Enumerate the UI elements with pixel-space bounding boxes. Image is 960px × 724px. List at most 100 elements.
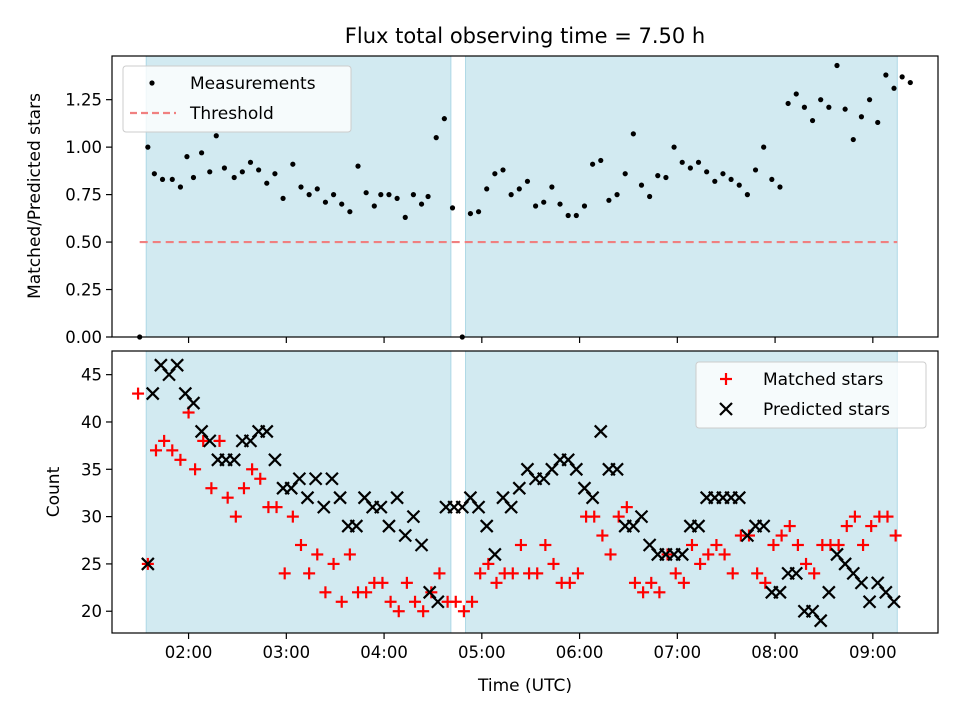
bottom-y-tick-label: 25 <box>81 555 102 574</box>
measurement-point <box>306 192 312 198</box>
predicted-star-point <box>349 519 364 533</box>
measurement-point <box>891 85 897 91</box>
matched-star-point <box>571 567 584 580</box>
measurement-point <box>809 117 816 124</box>
bottom-panel: 20 25 30 35 40 45 02:00 03:00 04:00 05:00 06:00 07:… <box>81 350 939 662</box>
predicted-star-point <box>887 594 901 609</box>
matched-star-point <box>149 444 162 457</box>
matched-star-point <box>563 576 576 589</box>
matched-star-point <box>514 538 527 551</box>
bottom-y-tick-label: 40 <box>81 413 102 432</box>
predicted-star-point <box>773 585 787 600</box>
chart-title: Flux total observing time = 7.50 h <box>345 24 705 48</box>
top-y-axis-label: Matched/Predicted stars <box>25 93 45 299</box>
predicted-star-point <box>268 453 282 467</box>
top-y-tick-label: 0.00 <box>65 328 102 347</box>
matched-star-point <box>132 387 145 400</box>
measurement-point <box>614 192 620 198</box>
predicted-star-point <box>145 386 160 401</box>
top-y-tick-label: 0.25 <box>65 281 102 300</box>
measurement-point <box>581 203 588 209</box>
matched-star-point <box>319 586 332 599</box>
predicted-star-point <box>512 481 527 495</box>
matched-star-point <box>531 567 544 580</box>
matched-star-point <box>767 538 780 551</box>
predicted-star-point <box>227 453 241 467</box>
measurement-point <box>177 184 184 190</box>
predicted-star-point <box>488 547 502 562</box>
measurement-point <box>679 159 685 165</box>
matched-star-point <box>775 529 788 542</box>
matched-star-point <box>449 595 462 608</box>
matched-star-point <box>409 595 422 608</box>
measurement-point <box>704 169 710 175</box>
matched-star-point <box>637 586 650 599</box>
matched-star-point <box>645 576 658 589</box>
predicted-star-point <box>610 462 624 477</box>
matched-star-point <box>433 567 446 580</box>
matched-star-point <box>197 434 210 447</box>
measurement-point <box>736 182 742 188</box>
measurement-point <box>524 178 531 184</box>
measurement-point <box>280 195 286 201</box>
matched-star-point <box>620 501 633 514</box>
measurement-point <box>818 97 824 103</box>
measurement-point <box>378 192 384 198</box>
measurement-point <box>638 182 645 188</box>
measurement-point <box>256 167 262 173</box>
predicted-star-point <box>569 462 584 477</box>
measurement-point <box>907 79 913 86</box>
x-tick-label: 05:00 <box>458 643 506 662</box>
matched-star-point <box>808 567 821 580</box>
matched-star-point <box>840 520 853 533</box>
predicted-star-point <box>691 519 706 533</box>
matched-star-point <box>384 595 397 608</box>
predicted-star-point <box>479 519 494 533</box>
matched-star-point <box>174 453 187 466</box>
matched-star-point <box>547 557 560 570</box>
matched-star-point <box>490 576 503 589</box>
matched-star-point <box>311 548 324 561</box>
matched-star-point <box>246 463 259 476</box>
bottom-y-tick-label: 35 <box>81 460 102 479</box>
measurement-point <box>785 100 791 107</box>
matched-star-point <box>474 567 487 580</box>
predicted-star-point <box>308 471 323 486</box>
measurement-point <box>322 199 329 205</box>
predicted-star-point <box>504 500 518 514</box>
measurement-point <box>826 104 832 110</box>
measurement-point <box>899 74 905 80</box>
measurement-point <box>145 144 151 150</box>
legend-measurements-label: Measurements <box>190 74 316 94</box>
predicted-star-point <box>593 424 608 439</box>
measurement-point <box>761 144 767 150</box>
matched-star-point <box>286 510 299 523</box>
predicted-star-point <box>471 500 486 514</box>
measurement-point <box>752 167 759 173</box>
matched-star-point <box>360 586 373 599</box>
measurement-point <box>565 212 571 219</box>
measurement-point <box>264 180 270 186</box>
matched-star-point <box>604 548 617 561</box>
matched-star-point <box>417 605 430 618</box>
measurement-point <box>834 62 840 69</box>
predicted-star-point <box>382 519 396 533</box>
measurement-point <box>777 184 783 190</box>
matched-star-point <box>848 510 861 523</box>
measurement-point <box>433 135 439 141</box>
matched-star-point <box>278 567 291 580</box>
measurement-point <box>655 173 661 179</box>
legend-predicted-label: Predicted stars <box>763 400 890 420</box>
measurement-point <box>475 209 482 215</box>
matched-star-point <box>685 538 698 551</box>
measurement-point <box>744 192 750 198</box>
matched-star-point <box>751 567 764 580</box>
matched-star-point <box>506 567 519 580</box>
x-axis-label: Time (UTC) <box>477 676 572 696</box>
measurement-point <box>402 214 408 220</box>
measurement-point <box>231 174 237 181</box>
matched-star-point <box>466 595 479 608</box>
matched-star-point <box>832 538 845 551</box>
measurement-point <box>190 174 197 181</box>
